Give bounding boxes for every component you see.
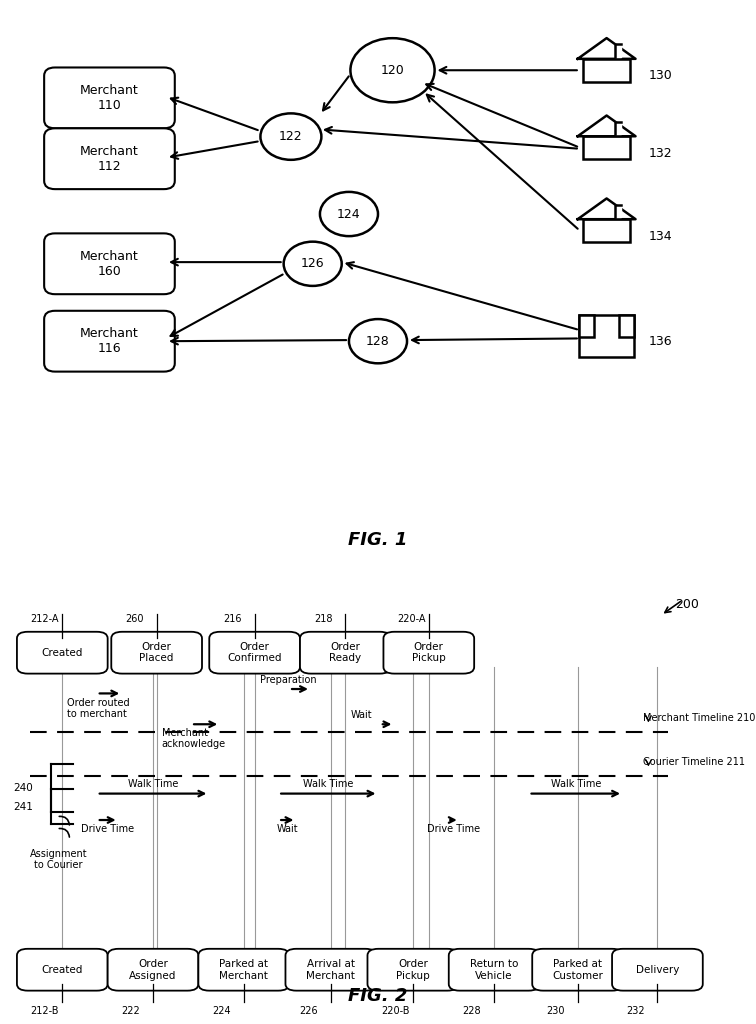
Text: 224: 224 bbox=[212, 1006, 231, 1016]
Text: 228: 228 bbox=[463, 1006, 481, 1016]
Text: 218: 218 bbox=[314, 614, 333, 625]
Text: Created: Created bbox=[42, 965, 83, 975]
FancyBboxPatch shape bbox=[367, 949, 458, 990]
Text: Wait: Wait bbox=[351, 710, 372, 720]
Bar bbox=[619, 314, 634, 337]
Text: 126: 126 bbox=[301, 257, 324, 270]
Text: Merchant
112: Merchant 112 bbox=[80, 144, 139, 173]
Text: Order
Ready: Order Ready bbox=[330, 642, 361, 664]
FancyBboxPatch shape bbox=[44, 128, 175, 189]
Text: 241: 241 bbox=[14, 802, 33, 812]
Text: Merchant
acknowledge: Merchant acknowledge bbox=[162, 728, 226, 750]
Text: 124: 124 bbox=[337, 208, 361, 220]
Text: 220-B: 220-B bbox=[381, 1006, 410, 1016]
Text: Walk Time: Walk Time bbox=[128, 779, 178, 790]
FancyBboxPatch shape bbox=[286, 949, 376, 990]
Text: Order routed
to merchant: Order routed to merchant bbox=[67, 697, 130, 720]
FancyBboxPatch shape bbox=[44, 233, 175, 294]
FancyBboxPatch shape bbox=[44, 68, 175, 128]
Polygon shape bbox=[578, 116, 636, 136]
Bar bbox=[579, 314, 634, 356]
Text: Assignment
to Courier: Assignment to Courier bbox=[29, 849, 88, 870]
Text: Walk Time: Walk Time bbox=[303, 779, 354, 790]
Text: Merchant
160: Merchant 160 bbox=[80, 250, 139, 278]
Text: 240: 240 bbox=[14, 783, 33, 794]
FancyBboxPatch shape bbox=[44, 311, 175, 372]
Text: Order
Pickup: Order Pickup bbox=[396, 958, 429, 981]
FancyBboxPatch shape bbox=[198, 949, 289, 990]
Circle shape bbox=[284, 242, 342, 286]
Text: 128: 128 bbox=[366, 335, 390, 348]
Text: Arrival at
Merchant: Arrival at Merchant bbox=[306, 958, 355, 981]
Text: 222: 222 bbox=[122, 1006, 140, 1016]
Text: 260: 260 bbox=[125, 614, 144, 625]
Text: Parked at
Merchant: Parked at Merchant bbox=[219, 958, 268, 981]
Bar bbox=[584, 219, 630, 242]
FancyBboxPatch shape bbox=[532, 949, 623, 990]
Text: Order
Pickup: Order Pickup bbox=[412, 642, 446, 664]
Text: Delivery: Delivery bbox=[636, 965, 679, 975]
FancyBboxPatch shape bbox=[449, 949, 540, 990]
Text: Drive Time: Drive Time bbox=[81, 824, 135, 835]
FancyBboxPatch shape bbox=[612, 949, 703, 990]
Polygon shape bbox=[615, 44, 621, 56]
Text: 212-A: 212-A bbox=[31, 614, 59, 625]
Text: Order
Assigned: Order Assigned bbox=[129, 958, 177, 981]
Bar bbox=[584, 58, 630, 82]
FancyBboxPatch shape bbox=[17, 632, 107, 674]
FancyBboxPatch shape bbox=[209, 632, 300, 674]
FancyBboxPatch shape bbox=[17, 949, 107, 990]
Bar bbox=[579, 314, 594, 337]
Polygon shape bbox=[615, 122, 621, 134]
FancyBboxPatch shape bbox=[300, 632, 391, 674]
Circle shape bbox=[349, 319, 407, 364]
Text: 122: 122 bbox=[279, 130, 302, 143]
Text: 220-A: 220-A bbox=[397, 614, 426, 625]
Circle shape bbox=[351, 38, 435, 102]
Text: Wait: Wait bbox=[277, 824, 298, 835]
Text: 232: 232 bbox=[626, 1006, 644, 1016]
Text: Walk Time: Walk Time bbox=[550, 779, 601, 790]
Text: 132: 132 bbox=[649, 146, 672, 160]
Text: 230: 230 bbox=[546, 1006, 565, 1016]
Text: 134: 134 bbox=[649, 229, 672, 243]
Text: FIG. 1: FIG. 1 bbox=[349, 531, 407, 549]
Polygon shape bbox=[578, 38, 636, 58]
Text: Courier Timeline 211: Courier Timeline 211 bbox=[643, 757, 745, 767]
FancyBboxPatch shape bbox=[383, 632, 474, 674]
Text: 216: 216 bbox=[223, 614, 242, 625]
Text: Preparation: Preparation bbox=[260, 675, 316, 685]
Text: Order
Confirmed: Order Confirmed bbox=[228, 642, 282, 664]
Text: Drive Time: Drive Time bbox=[427, 824, 480, 835]
Text: Return to
Vehicle: Return to Vehicle bbox=[470, 958, 519, 981]
Polygon shape bbox=[578, 199, 636, 219]
Text: Merchant
110: Merchant 110 bbox=[80, 84, 139, 112]
FancyBboxPatch shape bbox=[111, 632, 202, 674]
Circle shape bbox=[260, 114, 321, 160]
Text: 136: 136 bbox=[649, 335, 672, 348]
Text: Order
Placed: Order Placed bbox=[139, 642, 174, 664]
Text: Created: Created bbox=[42, 648, 83, 657]
Text: 200: 200 bbox=[676, 598, 699, 610]
FancyBboxPatch shape bbox=[107, 949, 198, 990]
Circle shape bbox=[320, 191, 378, 237]
Text: Merchant Timeline 210: Merchant Timeline 210 bbox=[643, 713, 755, 723]
Polygon shape bbox=[615, 205, 621, 217]
Text: FIG. 2: FIG. 2 bbox=[349, 987, 407, 1005]
Text: Parked at
Customer: Parked at Customer bbox=[552, 958, 603, 981]
Bar bbox=[584, 136, 630, 159]
Text: 120: 120 bbox=[380, 63, 404, 77]
Text: Merchant
116: Merchant 116 bbox=[80, 328, 139, 355]
Text: 212-B: 212-B bbox=[31, 1006, 59, 1016]
Text: 226: 226 bbox=[299, 1006, 318, 1016]
Text: 130: 130 bbox=[649, 70, 672, 82]
